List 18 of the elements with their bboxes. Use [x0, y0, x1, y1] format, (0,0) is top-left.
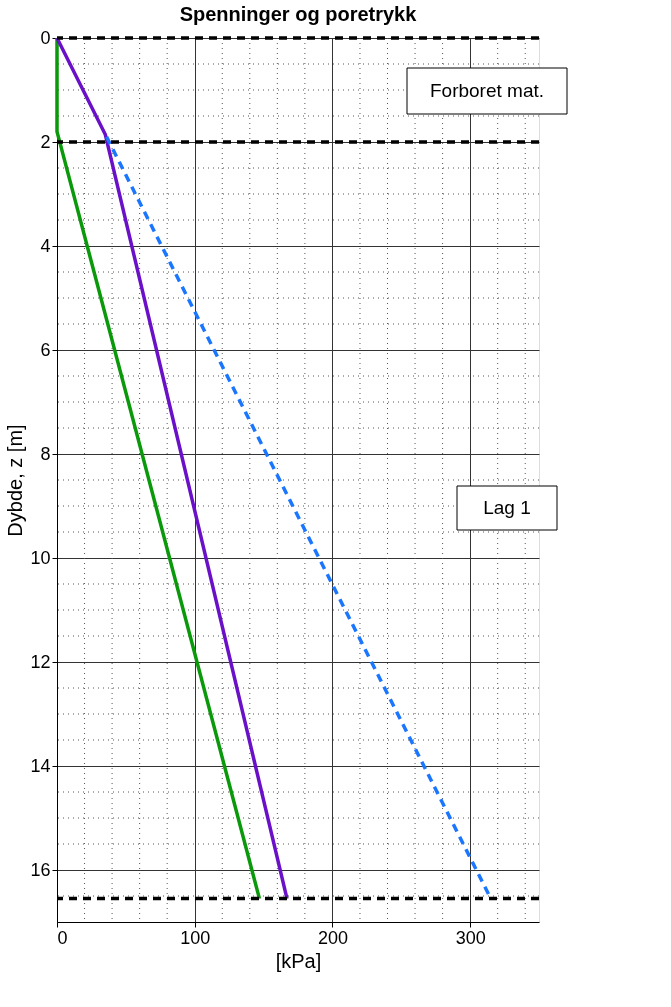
y-tick-label: 14 [30, 755, 51, 776]
x-tick-label: 0 [57, 927, 68, 948]
chart-title: Spenninger og poretrykk [179, 3, 418, 25]
y-tick-label: 2 [40, 131, 51, 152]
x-tick-label: 100 [180, 927, 211, 948]
y-tick-label: 12 [30, 651, 51, 672]
y-tick-label: 6 [40, 339, 51, 360]
y-tick-label: 0 [40, 27, 51, 48]
y-tick-label: 16 [30, 859, 51, 880]
y-tick-label: 4 [40, 235, 51, 256]
y-axis-title: Dybde, z [m] [4, 424, 27, 537]
x-tick-label: 300 [455, 927, 486, 948]
y-tick-label: 8 [40, 443, 51, 464]
x-tick-label: 200 [317, 927, 348, 948]
annotation: Forboret mat. [429, 80, 545, 101]
annotation: Lag 1 [483, 497, 531, 518]
x-axis-title: [kPa] [275, 949, 322, 972]
y-tick-label: 10 [30, 547, 51, 568]
